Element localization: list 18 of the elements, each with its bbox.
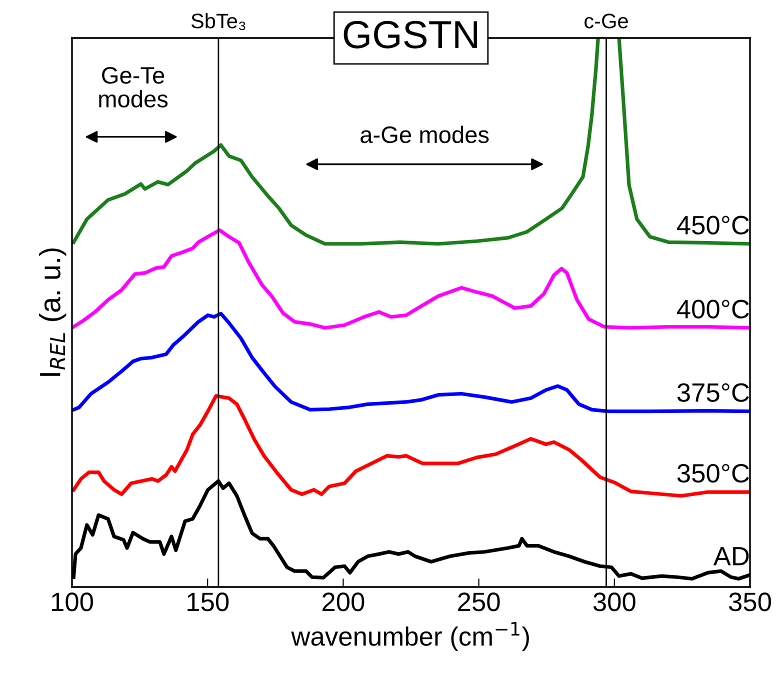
series-label: 400°C (676, 300, 749, 318)
x-tick-label: 150 (188, 592, 229, 612)
series-label: 375°C (677, 383, 749, 402)
annotation: Ge-Te modes (99, 67, 168, 108)
chart-title: GGSTN (344, 20, 477, 48)
x-tick-label: 200 (322, 592, 364, 612)
series-label: 450°C (676, 216, 749, 234)
x-tick-label: 350 (728, 592, 771, 612)
x-tick-label: 250 (458, 592, 500, 612)
x-axis-title: wavenumber (cm$^{−1}$) (291, 622, 529, 652)
series-label: 350°C (677, 464, 749, 483)
x-tick-label: 100 (52, 592, 93, 612)
ref-line-label: SbTe₃ (191, 13, 246, 30)
annotation: a-Ge modes (360, 126, 489, 144)
y-axis-title: I$_{REL}$ (a. u.) (39, 248, 66, 376)
series-label: AD (713, 547, 749, 566)
x-tick-label: 300 (593, 592, 636, 612)
ref-line-label: c-Ge (584, 14, 628, 28)
